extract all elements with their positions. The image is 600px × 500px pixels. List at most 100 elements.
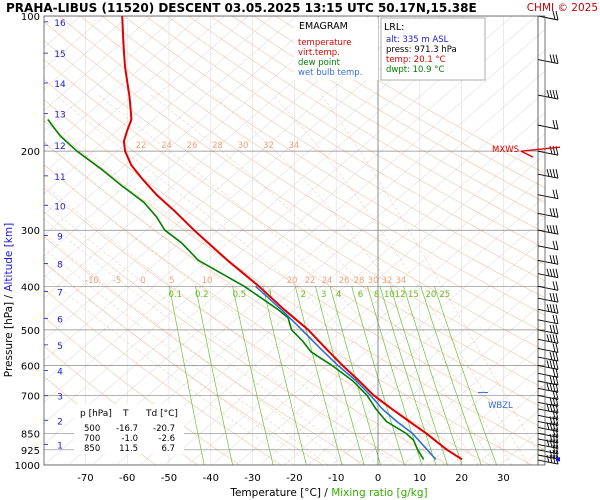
moist-adiabat-line	[44, 115, 446, 465]
skew-line	[44, 16, 417, 341]
wind-barb-flag	[552, 439, 556, 448]
dry-adiabat-line	[80, 16, 545, 316]
altitude-tick-label: 13	[54, 111, 65, 121]
table-cell: -16.7	[116, 424, 138, 434]
pressure-tick-label: 100	[21, 12, 40, 23]
legend-wet-bulb: wet bulb temp.	[298, 68, 362, 78]
altitude-tick-label: 7	[57, 289, 63, 299]
xlabel-sep: /	[321, 487, 331, 499]
wind-barb-flag	[549, 439, 553, 448]
wind-barb-flag	[555, 410, 559, 420]
adiabat-label: 0	[140, 276, 145, 286]
lrl-frame	[380, 17, 486, 81]
table-cell: -2.6	[158, 434, 175, 444]
adiabat-label: -5	[113, 276, 121, 286]
wind-barb-flag	[555, 439, 559, 449]
adiabat-label: 34	[289, 141, 300, 151]
wind-barb-flag	[552, 281, 556, 290]
skew-line	[44, 16, 177, 132]
skew-line	[355, 300, 545, 465]
axes-layer: 1002003004005006007008509251000123456789…	[15, 12, 546, 484]
wind-barb-flag	[555, 428, 559, 438]
altitude-tick-label: 6	[57, 316, 63, 326]
svg-text:Pressure [hPa] / Altitude [km]: Pressure [hPa] / Altitude [km]	[3, 223, 15, 377]
mxws-marker	[520, 150, 534, 158]
skew-line	[44, 16, 513, 424]
legend-box: EMAGRAM temperature virt.temp. dew point…	[294, 18, 378, 80]
skew-line	[44, 29, 545, 465]
wind-barb-flag	[552, 422, 556, 431]
wind-barb-flag	[549, 293, 553, 302]
mixing-ratio-line	[379, 286, 437, 465]
mixing-ratio-label: 6	[358, 290, 363, 300]
dry-adiabat-line	[44, 39, 545, 371]
skew-line	[44, 16, 225, 174]
x-axis-title: Temperature [°C] / Mixing ratio [g/kg]	[229, 487, 427, 499]
adiabat-label: 30	[238, 141, 249, 151]
dry-adiabat-line	[145, 16, 545, 265]
wind-barb-flag	[555, 397, 559, 407]
plot-frame	[43, 15, 546, 466]
wind-barb-flag	[546, 403, 550, 412]
wind-barb-flag	[555, 54, 559, 64]
ylabel-altitude: Altitude [km]	[3, 223, 15, 292]
adiabat-label: 26	[339, 276, 350, 286]
moist-adiabat-line	[44, 261, 312, 465]
wind-barb-flag	[549, 351, 553, 361]
skew-line	[67, 49, 545, 465]
skew-line	[44, 16, 153, 111]
lrl-heading: LRL:	[384, 22, 404, 33]
moist-adiabat-line	[44, 274, 295, 465]
wind-barb-flag	[552, 454, 556, 464]
wind-barb-flag	[549, 375, 553, 384]
lrl-temp: temp: 20.1 °C	[386, 55, 446, 65]
wind-barb-flag	[552, 10, 556, 20]
mixing-ratio-label: 20	[425, 290, 436, 300]
mixing-ratio-label: 0.5	[233, 290, 247, 300]
series-dew-point-line	[47, 119, 425, 460]
temperature-tick-label: -20	[286, 473, 302, 484]
surface-marker	[556, 457, 560, 462]
wind-barb-flag	[549, 422, 553, 431]
wind-barb-flag	[546, 454, 550, 463]
moist-adiabat-line	[44, 234, 345, 465]
wind-barb-flag	[546, 268, 550, 277]
adiabat-label: 24	[161, 141, 172, 151]
dry-adiabat-line	[232, 16, 545, 203]
mixing-ratio-line	[420, 286, 482, 465]
table-cell: 700	[84, 434, 100, 444]
dry-adiabat-line	[188, 16, 545, 234]
wind-barb-flag	[552, 189, 556, 199]
wind-barb-flag	[549, 334, 553, 343]
wind-barb-flag	[555, 444, 559, 454]
dry-adiabat-line	[167, 16, 545, 249]
wind-barb-flag	[549, 208, 553, 217]
moist-adiabat-line	[98, 94, 479, 465]
wind-barb-flag	[552, 428, 556, 437]
wind-barb-flag	[555, 433, 559, 444]
temperature-tick-label: -10	[328, 473, 344, 484]
wind-barb-flag	[555, 314, 559, 324]
dry-adiabat-line	[123, 16, 545, 282]
adiabat-label: 24	[322, 276, 333, 286]
wind-barb-flag	[552, 208, 556, 217]
wind-barb-flag	[552, 444, 556, 454]
mixing-ratio-label: 8	[374, 290, 379, 300]
skew-line	[523, 446, 545, 465]
legend-temperature: temperature	[298, 38, 351, 48]
skew-line	[44, 16, 273, 215]
adiabat-label: 5	[169, 276, 174, 286]
lrl-press: press: 971.3 hPa	[386, 45, 457, 55]
wind-barb-flag	[552, 351, 556, 361]
wind-barb-flag	[546, 360, 550, 368]
wind-barb-flag	[555, 324, 559, 334]
wbzl-label: WBZL	[488, 401, 513, 411]
wind-barb-flag	[552, 390, 556, 399]
wind-barb-flag	[552, 343, 556, 352]
wind-barb-flag	[549, 416, 553, 425]
wind-barb-flag	[552, 304, 556, 313]
temperature-tick-label: -50	[161, 473, 177, 484]
skew-line	[44, 16, 537, 445]
ylabel-pressure: Pressure [hPa]	[3, 302, 15, 377]
wind-barbs-layer	[478, 10, 561, 465]
